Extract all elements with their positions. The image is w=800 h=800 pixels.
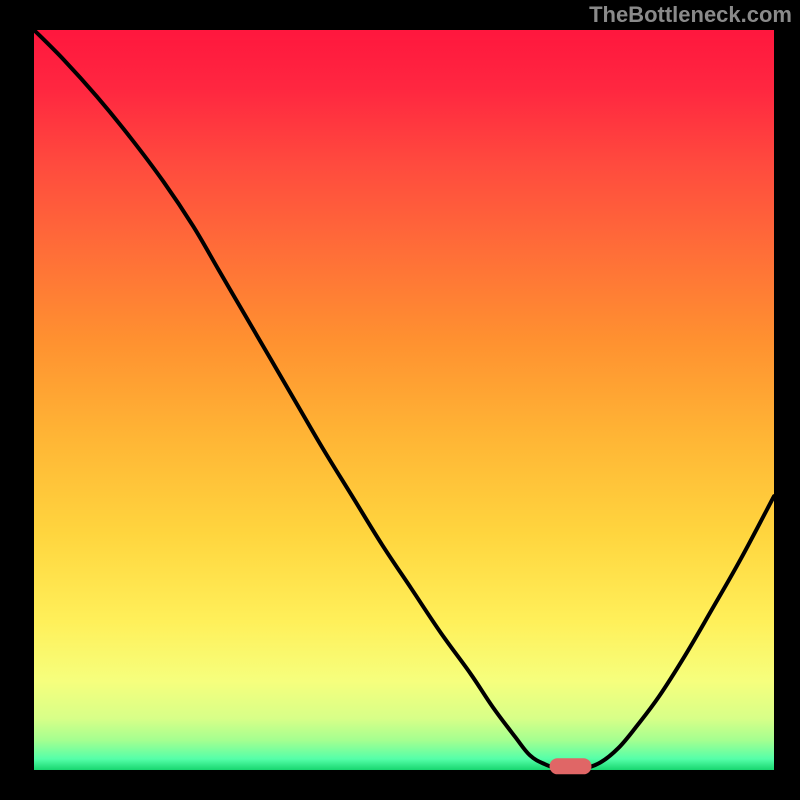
watermark-text: TheBottleneck.com xyxy=(589,2,792,28)
plot-background xyxy=(34,30,774,770)
chart-container: { "meta": { "watermark": "TheBottleneck.… xyxy=(0,0,800,800)
optimum-marker xyxy=(550,758,592,774)
bottleneck-chart xyxy=(0,0,800,800)
